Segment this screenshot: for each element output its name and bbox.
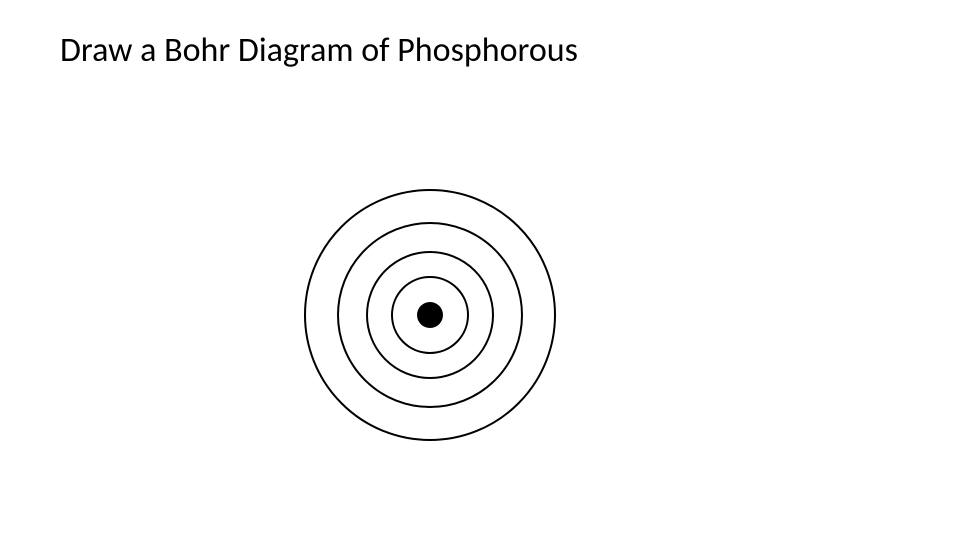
nucleus	[417, 302, 443, 328]
bohr-svg	[280, 165, 580, 465]
title-text: Draw a Bohr Diagram of Phosphorous	[60, 30, 578, 71]
page-title: Draw a Bohr Diagram of Phosphorous	[60, 30, 578, 71]
bohr-diagram	[280, 165, 580, 465]
